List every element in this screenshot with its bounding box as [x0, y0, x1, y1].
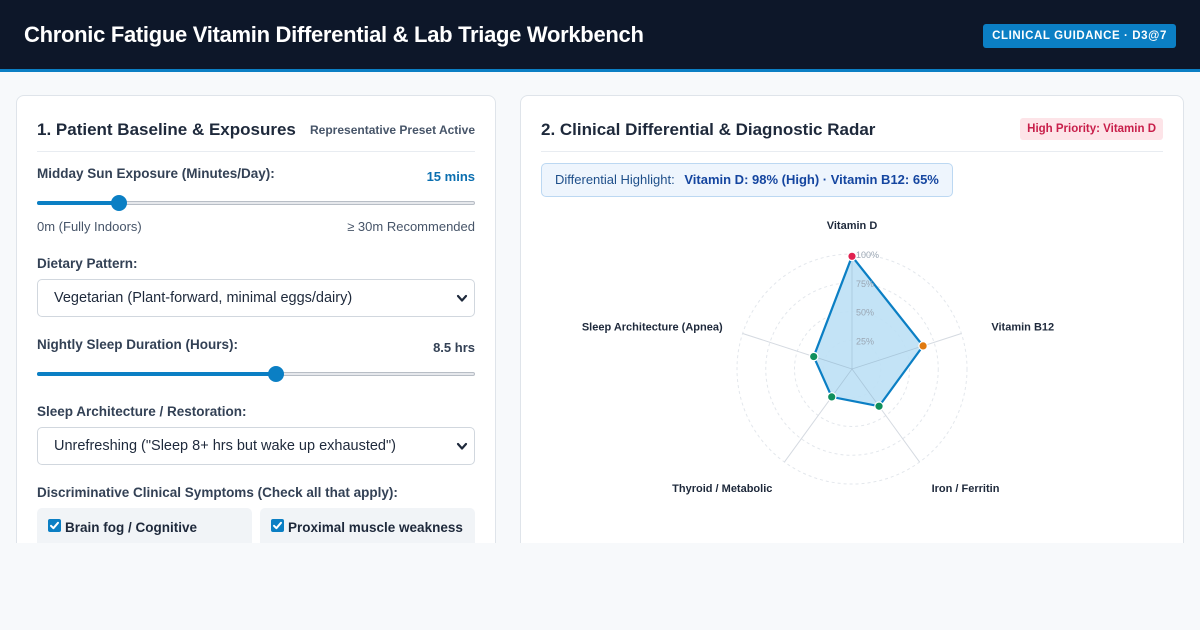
- radar-axis-label: Vitamin B12: [991, 321, 1054, 333]
- checkbox-checked[interactable]: [271, 519, 284, 532]
- dietary-pattern-label: Dietary Pattern:: [37, 256, 138, 271]
- radar-data-point: [918, 341, 928, 351]
- slider-thumb[interactable]: [268, 366, 285, 382]
- checkbox-checked[interactable]: [48, 519, 61, 532]
- clinical-guidance-badge: CLINICAL GUIDANCE · D3@7: [983, 24, 1176, 48]
- symptom-option-muscle-weakness[interactable]: Proximal muscle weakness: [260, 508, 475, 543]
- radar-ring-label: 50%: [856, 308, 874, 318]
- sun-exposure-value: 15 mins: [426, 169, 475, 184]
- symptom-label: Proximal muscle weakness: [288, 520, 463, 535]
- sun-exposure-label: Midday Sun Exposure (Minutes/Day):: [37, 166, 275, 181]
- app-title: Chronic Fatigue Vitamin Differential & L…: [24, 22, 644, 47]
- radar-data-point: [874, 401, 884, 412]
- radar-ring: [765, 282, 939, 456]
- sleep-architecture-label: Sleep Architecture / Restoration:: [37, 404, 247, 419]
- differential-highlight: Differential Highlight: Vitamin D: 98% (…: [541, 163, 953, 197]
- symptom-label: Brain fog / Cognitive: [65, 520, 198, 535]
- panel-title: 1. Patient Baseline & Exposures: [37, 120, 296, 139]
- radar-inner-spoke: [813, 356, 853, 370]
- radar-data-point: [847, 251, 857, 262]
- chevron-down-icon: [456, 294, 468, 302]
- radar-ring-label: 75%: [856, 279, 874, 289]
- main-content[interactable]: 1. Patient Baseline & Exposures Represen…: [0, 75, 1200, 543]
- radar-ring-label: 100%: [856, 250, 879, 260]
- sleep-duration-value: 8.5 hrs: [433, 340, 475, 355]
- diagnostic-radar-chart: 25% 50% 75% 100% Vitamin D Vitamin B12 Iron / …: [582, 220, 1054, 495]
- radar-inner-spoke: [851, 345, 924, 370]
- dietary-pattern-value: Vegetarian (Plant-forward, minimal eggs/…: [54, 290, 353, 306]
- panel-title: 2. Clinical Differential & Diagnostic Ra…: [541, 120, 876, 139]
- highlight-lead: Differential Highlight:: [555, 172, 675, 187]
- priority-badge: High Priority: Vitamin D: [1020, 118, 1163, 140]
- sun-exposure-slider[interactable]: [37, 195, 475, 211]
- preset-status-tag: Representative Preset Active: [310, 123, 475, 137]
- sleep-duration-label: Nightly Sleep Duration (Hours):: [37, 337, 239, 352]
- differential-radar-panel: 2. Clinical Differential & Diagnostic Ra…: [520, 95, 1184, 543]
- sun-range-min-label: 0m (Fully Indoors): [37, 219, 142, 234]
- radar-axis-label: Thyroid / Metabolic: [672, 483, 772, 495]
- highlight-values: Vitamin D: 98% (High) · Vitamin B12: 65%: [684, 172, 939, 187]
- slider-fill: [37, 372, 277, 376]
- radar-inner-spoke: [831, 368, 853, 398]
- radar-axis-label: Sleep Architecture (Apnea): [582, 321, 723, 333]
- sleep-architecture-value: Unrefreshing ("Sleep 8+ hrs but wake up …: [54, 438, 396, 454]
- app-header: Chronic Fatigue Vitamin Differential & L…: [0, 0, 1200, 72]
- radar-data-point: [808, 351, 819, 362]
- divider: [541, 151, 1163, 152]
- radar-axis-label: Vitamin D: [827, 220, 878, 232]
- chevron-down-icon: [456, 442, 468, 450]
- check-icon: [273, 521, 282, 530]
- divider: [37, 151, 475, 152]
- radar-inner-spoke: [851, 368, 880, 407]
- radar-axis-label: Iron / Ferritin: [932, 483, 1000, 495]
- check-icon: [50, 521, 59, 530]
- radar-ring-label: 25%: [856, 336, 874, 346]
- symptoms-label: Discriminative Clinical Symptoms (Check …: [37, 485, 398, 500]
- sun-range-max-label: ≥ 30m Recommended: [347, 219, 475, 234]
- radar-data-area: [812, 255, 925, 408]
- slider-fill: [37, 201, 120, 205]
- slider-thumb[interactable]: [111, 195, 128, 211]
- radar-data-point: [826, 392, 837, 402]
- sleep-duration-slider[interactable]: [37, 366, 475, 382]
- patient-baseline-panel: 1. Patient Baseline & Exposures Represen…: [16, 95, 496, 543]
- sleep-architecture-select[interactable]: Unrefreshing ("Sleep 8+ hrs but wake up …: [37, 427, 475, 465]
- symptom-option-brain-fog[interactable]: Brain fog / Cognitive: [37, 508, 252, 543]
- dietary-pattern-select[interactable]: Vegetarian (Plant-forward, minimal eggs/…: [37, 279, 475, 317]
